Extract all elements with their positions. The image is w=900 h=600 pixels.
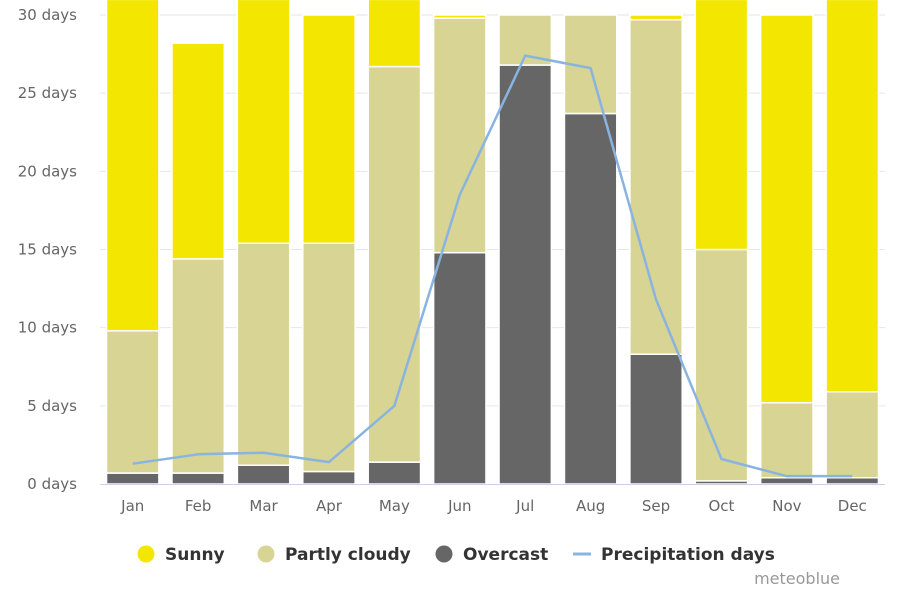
bar-overcast — [367, 461, 422, 485]
legend: Sunny Partly cloudy Overcast Precipitation … — [137, 545, 775, 565]
legend-item-partly-cloudy[interactable]: Partly cloudy — [257, 545, 411, 565]
y-tick-label: 25 days — [18, 84, 77, 102]
bar-sunny — [432, 14, 487, 19]
legend-item-sunny[interactable]: Sunny — [137, 545, 225, 565]
y-tick-label: 0 days — [27, 475, 77, 493]
source-credit: meteoblue — [754, 569, 840, 588]
bar-sunny — [302, 14, 356, 244]
bar-partly-cloudy — [759, 401, 814, 479]
x-tick-label: Dec — [838, 497, 867, 515]
x-tick-label: Apr — [316, 497, 343, 515]
bar-overcast — [302, 470, 356, 485]
bar-overcast — [236, 464, 291, 485]
bar-overcast — [759, 477, 814, 485]
legend-marker-icon — [257, 545, 275, 563]
bar-sunny — [171, 42, 226, 260]
bar-partly-cloudy — [367, 65, 422, 463]
bar-partly-cloudy — [694, 248, 749, 482]
y-tick-label: 30 days — [18, 6, 77, 24]
bars — [105, 0, 880, 485]
bar-overcast — [825, 477, 880, 485]
bar-partly-cloudy — [236, 242, 291, 466]
bar-sunny — [105, 0, 160, 332]
bar-partly-cloudy — [825, 391, 880, 479]
bar-sunny — [629, 14, 683, 21]
legend-marker-icon — [435, 545, 453, 563]
legend-label: Overcast — [463, 545, 548, 565]
bar-sunny — [236, 0, 291, 245]
bar-sunny — [759, 14, 814, 404]
bar-sunny — [825, 0, 880, 393]
x-tick-label: Aug — [576, 497, 605, 515]
y-tick-label: 10 days — [18, 319, 77, 337]
bar-partly-cloudy — [629, 18, 683, 355]
x-tick-label: Sep — [642, 497, 670, 515]
x-tick-label: Jun — [447, 497, 471, 515]
bar-overcast — [629, 353, 683, 485]
bar-sunny — [367, 0, 422, 68]
legend-label: Precipitation days — [601, 545, 775, 565]
x-tick-label: Jan — [120, 497, 144, 515]
bar-partly-cloudy — [105, 330, 160, 474]
y-axis: 0 days 5 days 10 days 15 days 20 days 25 days… — [18, 6, 77, 493]
legend-label: Sunny — [165, 545, 225, 565]
bar-partly-cloudy — [432, 17, 487, 254]
bar-overcast — [105, 472, 160, 485]
y-tick-label: 20 days — [18, 162, 77, 180]
bar-overcast — [563, 112, 618, 485]
bar-partly-cloudy — [302, 242, 356, 473]
x-tick-label: Feb — [185, 497, 212, 515]
bar-overcast — [432, 251, 487, 485]
bar-sunny — [694, 0, 749, 251]
bar-overcast — [171, 472, 226, 485]
x-tick-label: Nov — [772, 497, 801, 515]
precipitation-days-line — [132, 54, 853, 478]
legend-item-overcast[interactable]: Overcast — [435, 545, 549, 565]
x-tick-label: May — [379, 497, 410, 515]
legend-item-precipitation-days[interactable]: Precipitation days — [573, 545, 775, 565]
x-axis: Jan Feb Mar Apr May Jun Jul Aug Sep Oct Nov Dec — [100, 484, 885, 515]
y-tick-label: 15 days — [18, 241, 77, 259]
grid-lines — [100, 14, 885, 407]
bar-overcast — [498, 64, 553, 485]
legend-label: Partly cloudy — [285, 545, 411, 565]
y-tick-label: 5 days — [27, 397, 77, 415]
x-tick-label: Mar — [249, 497, 278, 515]
legend-marker-icon — [137, 545, 155, 563]
x-tick-label: Jul — [515, 497, 534, 515]
x-tick-label: Oct — [708, 497, 734, 515]
bar-partly-cloudy — [171, 258, 226, 474]
precipitation-line-layer — [132, 54, 853, 478]
